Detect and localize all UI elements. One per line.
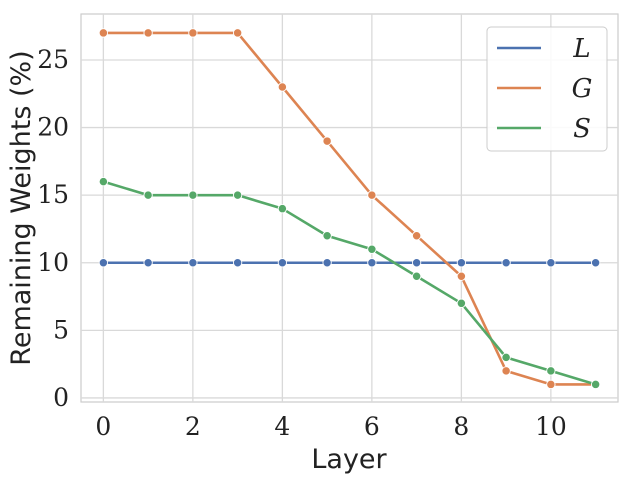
data-point-G [456,271,467,281]
data-point-L [546,258,556,268]
data-point-S [322,231,332,241]
x-tick-label: 4 [274,412,290,441]
x-tick-label: 0 [95,412,111,441]
series-S [98,176,601,390]
legend: LGS [486,26,608,152]
data-point-G [143,28,153,38]
data-point-L [501,258,511,268]
legend-label-L: L [572,34,590,64]
data-point-S [546,366,556,376]
y-tick-labels: 0 5 10 15 20 25 [37,45,69,412]
x-tick-label: 6 [364,412,380,441]
data-point-G [232,28,243,38]
data-point-G [546,379,556,390]
data-point-S [277,204,288,214]
y-tick-label: 20 [37,113,69,142]
data-point-L [322,258,332,268]
x-axis-title: Layer [311,444,387,475]
y-axis-title: Remaining Weights (%) [6,50,37,365]
data-point-G [501,366,511,376]
data-point-G [277,82,288,92]
data-point-L [277,258,288,268]
series-L [98,258,601,268]
series-lines [98,28,601,390]
y-tick-label: 10 [37,248,69,277]
data-point-L [143,258,153,268]
data-point-L [232,258,243,268]
series-line-G [102,31,597,386]
legend-label-S: S [573,114,591,144]
x-tick-label: 8 [453,412,469,441]
data-point-S [143,190,153,200]
data-point-S [188,190,198,200]
data-point-S [501,352,511,363]
data-point-L [590,258,601,268]
data-point-L [367,258,377,268]
data-point-G [188,28,198,38]
legend-box [486,26,608,152]
data-point-G [98,28,109,38]
data-point-G [411,231,422,241]
y-tick-label: 0 [53,383,69,412]
x-tick-label: 2 [185,412,201,441]
data-point-L [188,258,198,268]
y-tick-label: 15 [37,180,69,209]
data-point-S [367,244,377,254]
series-line-S [102,180,597,386]
x-tick-label: 10 [535,412,567,441]
data-point-L [411,258,422,268]
data-point-L [456,258,467,268]
data-point-S [98,176,109,187]
data-point-G [367,190,377,200]
y-tick-label: 25 [37,45,69,74]
data-point-S [456,298,467,308]
data-point-G [322,136,332,146]
data-point-S [232,190,243,200]
data-point-S [590,379,601,390]
y-tick-label: 5 [53,315,69,344]
x-tick-labels: 0 2 4 6 8 10 [95,412,566,441]
data-point-L [98,258,109,268]
legend-label-G: G [572,74,593,104]
data-point-S [411,271,422,281]
